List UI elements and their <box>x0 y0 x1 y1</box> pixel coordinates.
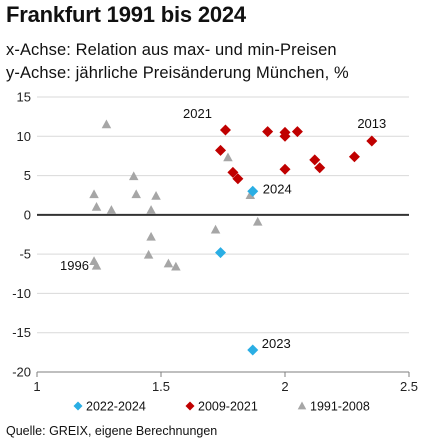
x-tick-label: 1 <box>33 379 40 394</box>
data-point-2022-2024 <box>215 247 227 259</box>
legend-label: 2022-2024 <box>86 400 146 414</box>
data-point-1991-2008 <box>146 205 156 214</box>
y-tick-label: -5 <box>19 247 31 262</box>
data-point-1991-2008 <box>252 216 263 226</box>
data-point-1991-2008 <box>146 231 156 241</box>
y-tick-label: -10 <box>12 286 31 301</box>
y-axis-description: y-Achse: jährliche Preisänderung München… <box>6 64 349 82</box>
data-point-2009-2021 <box>366 135 378 147</box>
legend-marker <box>297 401 307 410</box>
data-point-2009-2021 <box>279 163 291 175</box>
data-point-1991-2008 <box>128 171 139 181</box>
data-point-2009-2021 <box>348 151 360 163</box>
data-point-1991-2008 <box>143 249 154 259</box>
data-point-1991-2008 <box>101 119 112 129</box>
annotation-label: 2021 <box>183 106 212 121</box>
y-tick-label: -15 <box>12 325 31 340</box>
data-point-1991-2008 <box>89 189 99 199</box>
data-point-1991-2008 <box>223 152 233 162</box>
chart-title: Frankfurt 1991 bis 2024 <box>6 2 246 27</box>
data-point-1991-2008 <box>151 191 161 200</box>
x-tick-label: 2.5 <box>400 379 418 394</box>
x-tick-label: 2 <box>281 379 288 394</box>
annotation-label: 2023 <box>262 336 291 351</box>
data-point-1991-2008 <box>171 261 181 271</box>
data-point-2009-2021 <box>291 126 303 138</box>
annotation-label: 2013 <box>357 116 386 131</box>
data-point-1991-2008 <box>131 189 141 199</box>
data-point-1991-2008 <box>245 190 256 199</box>
y-tick-label: 15 <box>17 90 31 105</box>
legend-label: 2009-2021 <box>198 400 258 414</box>
y-tick-label: 5 <box>24 168 31 183</box>
data-point-2009-2021 <box>232 173 244 185</box>
data-point-2009-2021 <box>309 154 321 166</box>
data-point-2009-2021 <box>314 162 326 174</box>
data-point-1991-2008 <box>210 224 221 234</box>
data-point-1991-2008 <box>91 202 102 211</box>
y-tick-label: 0 <box>24 207 31 222</box>
legend-marker <box>73 401 83 411</box>
annotation-label: 1996 <box>60 258 89 273</box>
data-point-1991-2008 <box>106 205 117 214</box>
annotation-label: 2024 <box>263 181 292 196</box>
source-note: Quelle: GREIX, eigene Berechnungen <box>6 424 218 438</box>
data-point-2009-2021 <box>215 144 227 156</box>
data-point-2009-2021 <box>279 126 291 138</box>
x-axis-description: x-Achse: Relation aus max- und min-Preis… <box>6 41 337 59</box>
legend-marker <box>185 401 195 411</box>
data-point-1991-2008 <box>91 260 102 270</box>
data-point-1991-2008 <box>163 258 174 268</box>
data-point-2009-2021 <box>227 166 239 178</box>
y-tick-label: -20 <box>12 365 31 380</box>
data-point-2022-2024 <box>247 344 259 356</box>
legend-label: 1991-2008 <box>310 400 370 414</box>
data-point-2009-2021 <box>219 124 231 136</box>
data-point-2009-2021 <box>262 126 274 138</box>
x-tick-label: 1.5 <box>152 379 170 394</box>
data-point-2022-2024 <box>247 185 259 197</box>
y-tick-label: 10 <box>17 129 31 144</box>
